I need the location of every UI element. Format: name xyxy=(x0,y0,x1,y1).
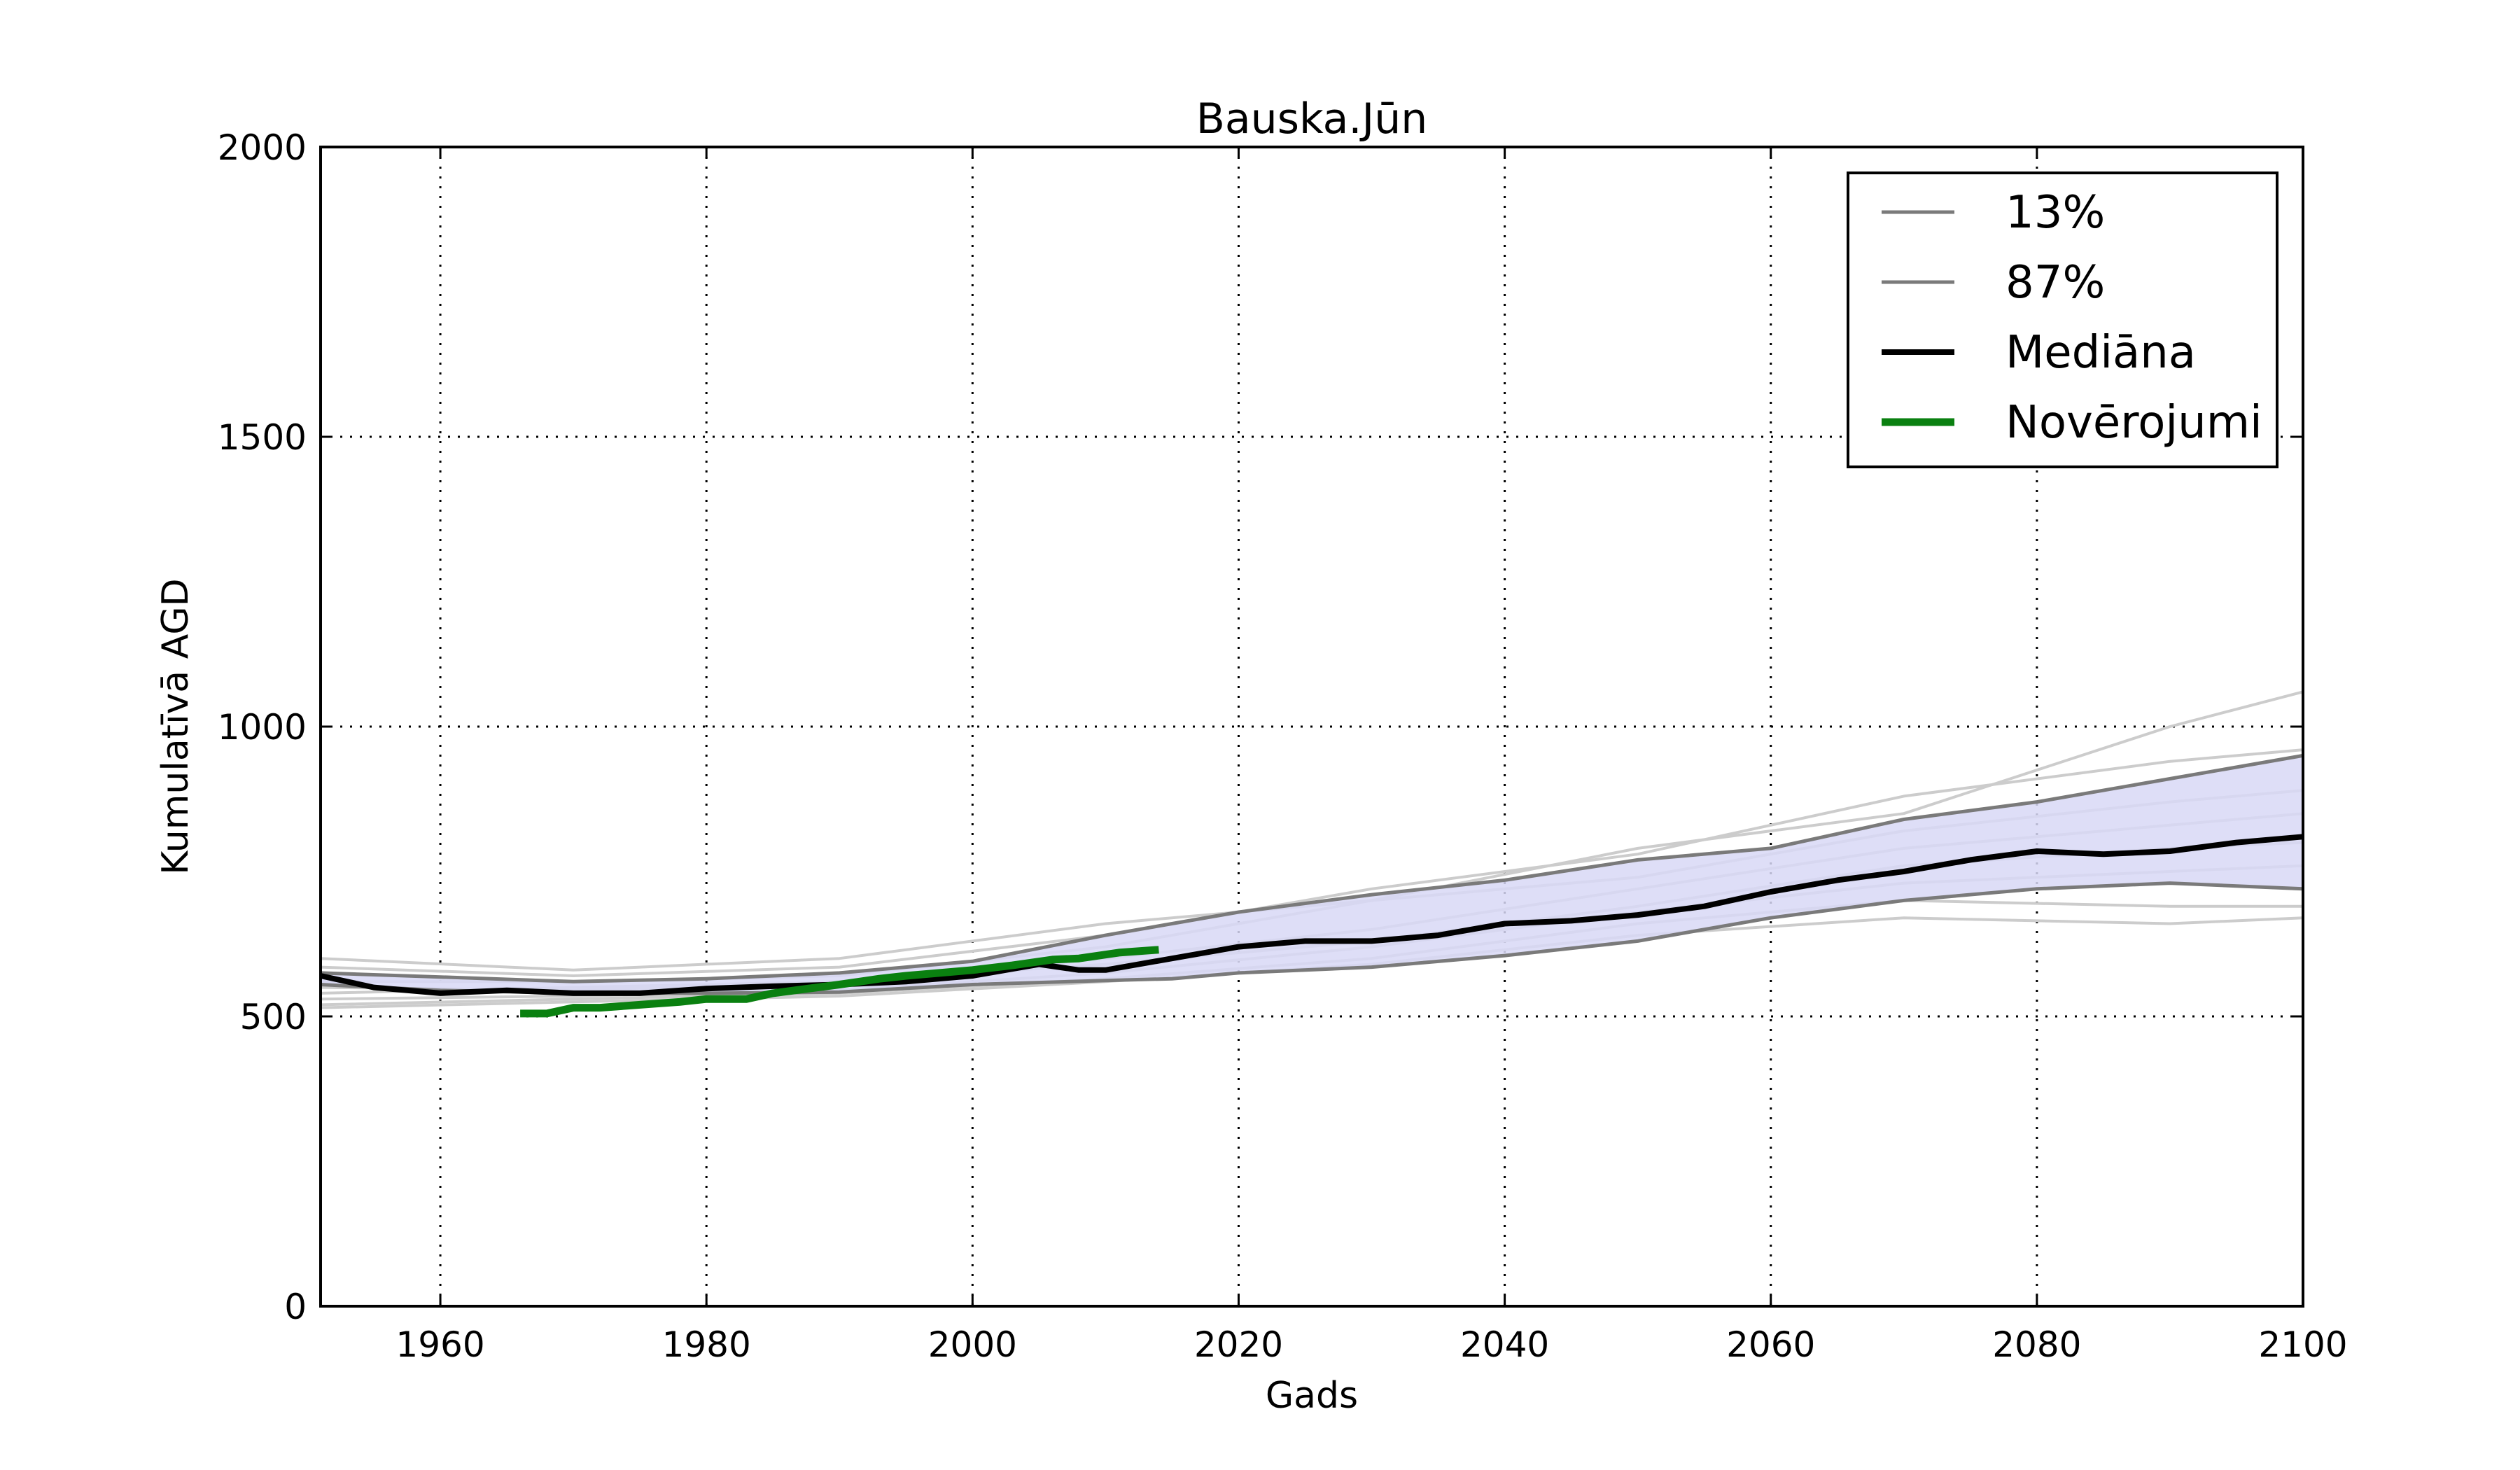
legend-box xyxy=(1847,172,2278,468)
x-tick-label: 2080 xyxy=(1992,1324,2081,1365)
legend-label-obs: Novērojumi xyxy=(2005,397,2262,449)
y-tick-label: 1000 xyxy=(218,707,307,748)
legend-label-p87: 87% xyxy=(2005,257,2105,309)
grid xyxy=(321,147,2303,1306)
series-line-median xyxy=(320,834,2304,996)
series-line-observations xyxy=(520,946,1159,1018)
axis-ticks: 1960 1980 2000 2020 2040 2060 2080 2100 0 500 1000… xyxy=(218,127,2348,1365)
legend-label-median: Mediāna xyxy=(2005,327,2196,379)
y-tick-label: 1500 xyxy=(218,417,307,458)
ensemble-line xyxy=(320,748,2304,977)
x-tick-label: 1960 xyxy=(396,1324,484,1365)
y-tick-label: 500 xyxy=(240,997,307,1037)
y-tick-label: 2000 xyxy=(218,127,307,168)
series-line-87 xyxy=(320,753,2304,983)
chart-title: Bauska.Jūn xyxy=(1196,94,1428,144)
legend: 13% 87% Mediāna Novērojumi xyxy=(1847,172,2278,468)
legend-label-p13: 13% xyxy=(2005,187,2105,239)
y-tick-label: 0 xyxy=(284,1287,307,1327)
x-tick-label: 2020 xyxy=(1194,1324,1283,1365)
x-tick-label: 1980 xyxy=(662,1324,751,1365)
x-axis-label: Gads xyxy=(1266,1375,1358,1417)
x-tick-label: 2000 xyxy=(928,1324,1017,1365)
x-tick-label: 2040 xyxy=(1460,1324,1549,1365)
percentile-band xyxy=(321,755,2303,993)
y-axis-label: Kumulatīvā AGD xyxy=(155,578,197,874)
x-tick-label: 2100 xyxy=(2258,1324,2347,1365)
x-tick-label: 2060 xyxy=(1726,1324,1815,1365)
